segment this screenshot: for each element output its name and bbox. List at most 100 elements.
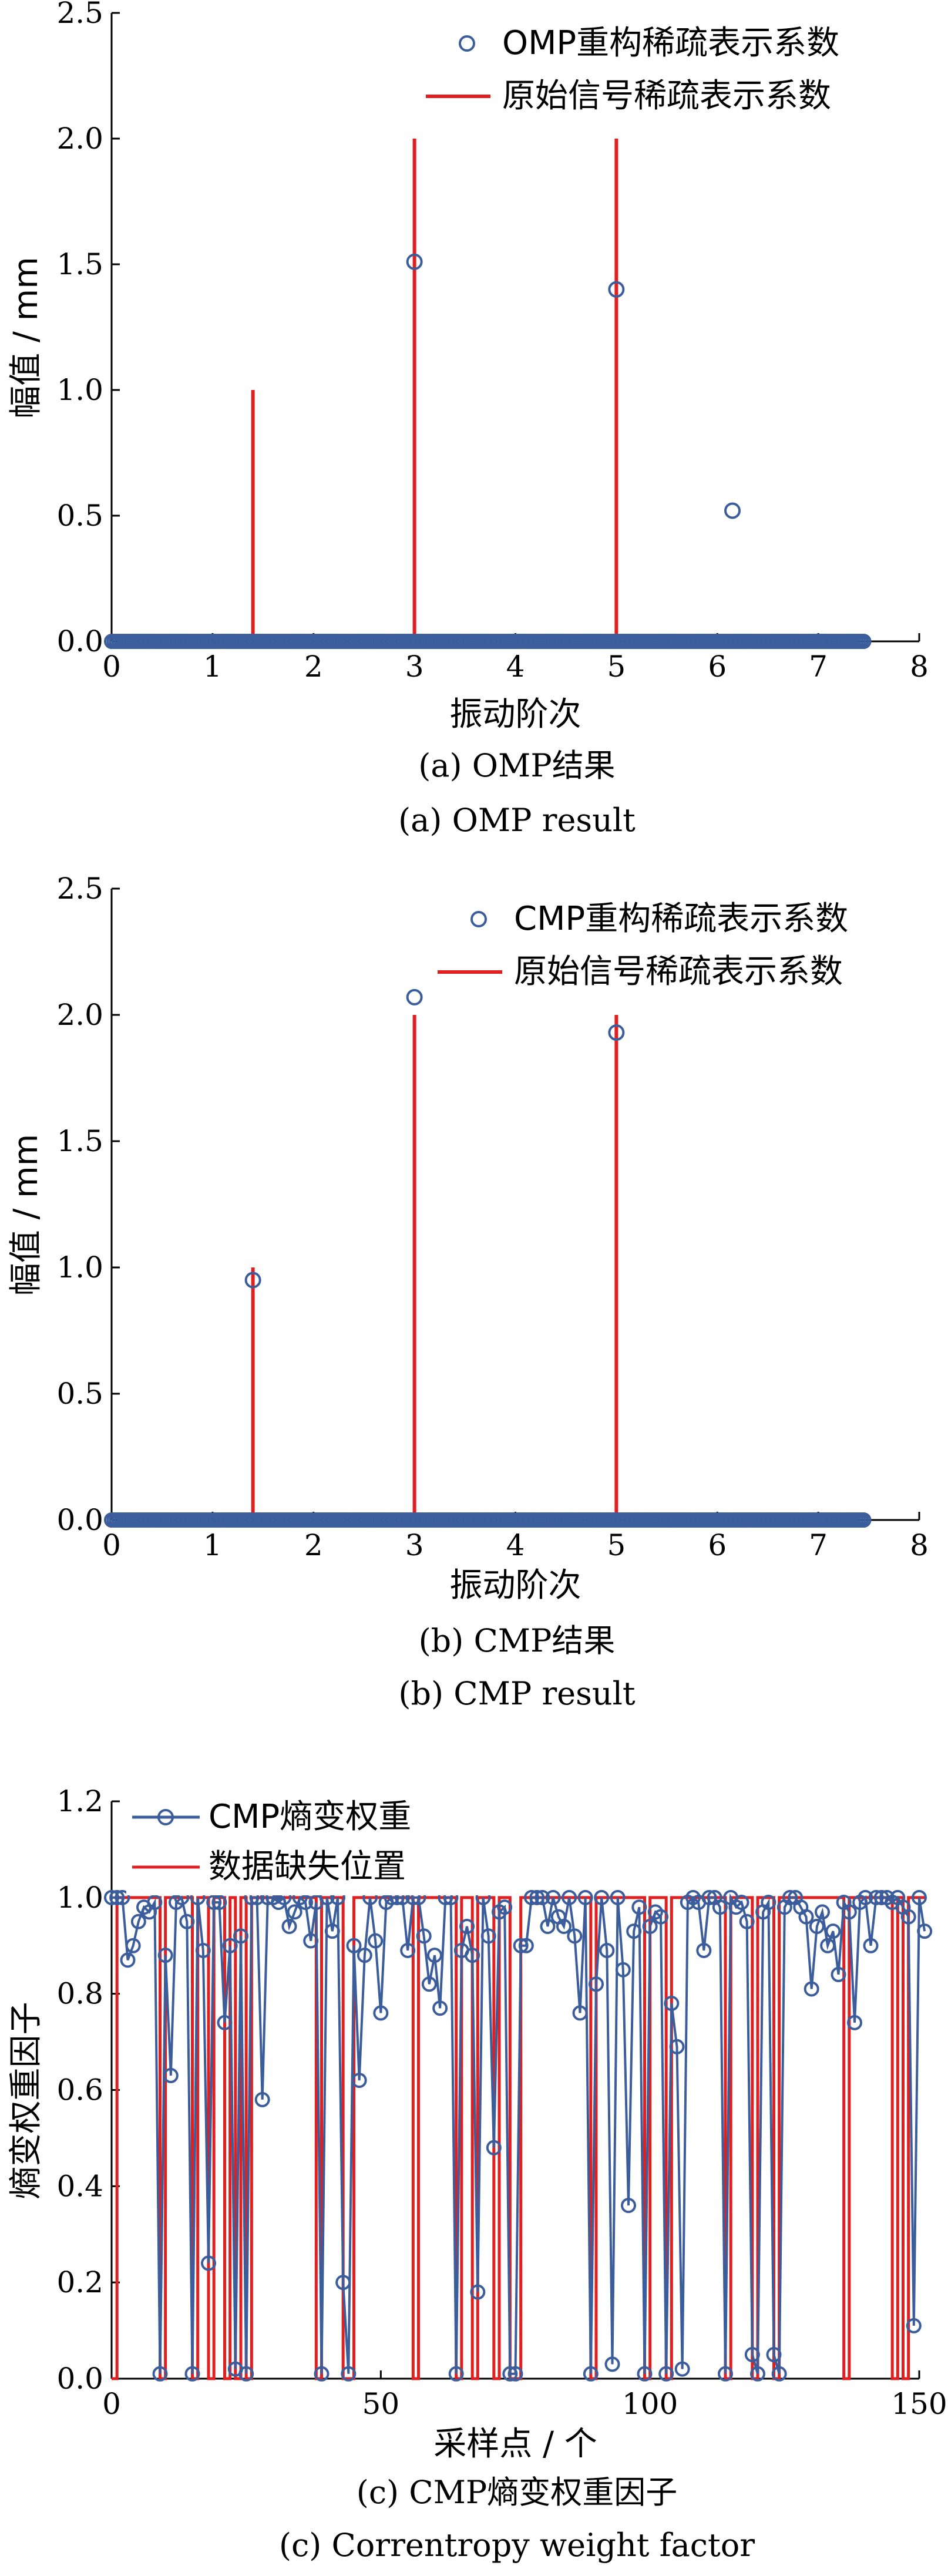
chart-a-x-tick-label: 7 bbox=[809, 650, 828, 684]
chart-c-weight-point bbox=[281, 1918, 297, 1934]
chart-b-reconstructed-point bbox=[406, 988, 423, 1005]
chart-c-y-tick-label: 0.2 bbox=[56, 2265, 103, 2299]
chart-c-legend-marker-icon bbox=[157, 1809, 174, 1825]
chart-a-x-tick-label: 1 bbox=[203, 650, 222, 684]
chart-b-x-tick-label: 5 bbox=[607, 1528, 626, 1562]
chart-c-weight-point bbox=[427, 1948, 442, 1963]
chart-a-legend-entry: 原始信号稀疏表示系数 bbox=[502, 77, 831, 115]
chart-c-weight-point bbox=[658, 2366, 674, 2382]
chart-b-y-tick-label: 0.5 bbox=[56, 1377, 103, 1411]
chart-c-weight-point bbox=[529, 1889, 545, 1905]
chart-c-weight-point bbox=[152, 2366, 168, 2382]
chart-c-caption-en: (c) Correntropy weight factor bbox=[279, 2527, 755, 2564]
chart-c-y-tick-label: 1.0 bbox=[56, 1881, 103, 1915]
chart-c-weight-point bbox=[115, 1889, 130, 1905]
chart-a-x-tick-label: 2 bbox=[304, 650, 323, 684]
chart-c-weight-point bbox=[287, 1904, 302, 1920]
chart-c-x-axis-label: 采样点 / 个 bbox=[433, 2425, 597, 2463]
chart-c-x-tick-label: 150 bbox=[891, 2387, 947, 2421]
chart-c-weight-point bbox=[804, 1981, 819, 1997]
chart-b-y-tick-label: 0.0 bbox=[56, 1503, 103, 1537]
chart-c-weight-point bbox=[589, 1976, 604, 1992]
chart-c-weight-point bbox=[858, 1889, 873, 1905]
chart-c-caption-cn: (c) CMP熵变权重因子 bbox=[357, 2474, 678, 2511]
chart-b-y-axis-label: 幅值 / mm bbox=[7, 1134, 45, 1296]
chart-c-weight-point bbox=[109, 1889, 125, 1905]
chart-a-y-tick-label: 0.0 bbox=[56, 624, 103, 658]
chart-c-weight-point bbox=[642, 1918, 658, 1934]
chart-c-weight-point bbox=[513, 1938, 529, 1953]
chart-c-weight-point bbox=[486, 2140, 502, 2155]
chart-c-weight-point bbox=[184, 2366, 200, 2382]
chart-a-x-tick-label: 6 bbox=[708, 650, 727, 684]
chart-c-weight-point bbox=[157, 1948, 173, 1963]
chart-a-y-axis-label: 幅值 / mm bbox=[7, 257, 45, 419]
chart-c-weight-point bbox=[120, 1952, 136, 1968]
chart-c-weight-point bbox=[798, 1909, 814, 1925]
chart-c-weight-point bbox=[233, 1928, 248, 1944]
chart-c-weight: 0 50 100 150 0.0 0.2 0.4 0.6 0.8 1.0 1.2 采样点 / 个 熵变权… bbox=[7, 1784, 947, 2564]
chart-c-weight-point bbox=[562, 1889, 577, 1905]
chart-c-weight-point bbox=[368, 1933, 384, 1949]
chart-c-weight-point bbox=[637, 2366, 653, 2382]
chart-c-weight-point bbox=[324, 1923, 340, 1939]
chart-c-weight-point bbox=[900, 1909, 916, 1925]
chart-c-y-tick-label: 0.6 bbox=[56, 2073, 103, 2107]
chart-c-weight-point bbox=[739, 1913, 755, 1929]
chart-c-weight-point bbox=[497, 1899, 513, 1915]
chart-c-weight-point bbox=[432, 2000, 448, 2016]
chart-c-weight-point bbox=[400, 1942, 416, 1958]
chart-c-weight-point bbox=[303, 1933, 319, 1949]
chart-c-legend-entry: CMP熵变权重 bbox=[209, 1798, 411, 1836]
chart-c-weight-point bbox=[130, 1913, 146, 1929]
chart-c-weight-point bbox=[621, 2198, 636, 2214]
chart-a-caption-cn: (a) OMP结果 bbox=[418, 747, 615, 784]
chart-c-weight-point bbox=[831, 1966, 846, 1982]
chart-b-y-tick-label: 2.0 bbox=[56, 998, 103, 1032]
chart-b-caption-cn: (b) CMP结果 bbox=[419, 1622, 616, 1659]
chart-c-weight-point bbox=[254, 2091, 270, 2107]
chart-a-legend-marker-icon bbox=[459, 35, 475, 52]
chart-c-y-tick-label: 1.2 bbox=[56, 1784, 103, 1818]
chart-c-weight-point bbox=[809, 1918, 825, 1934]
chart-a-x-tick-label: 0 bbox=[102, 650, 121, 684]
chart-c-weight-point bbox=[750, 2366, 765, 2382]
chart-c-weight-point bbox=[147, 1895, 163, 1911]
chart-c-weight-point bbox=[534, 1889, 550, 1905]
chart-c-weight-point bbox=[206, 1895, 222, 1911]
chart-a-x-tick-label: 3 bbox=[405, 650, 424, 684]
chart-b-x-tick-label: 3 bbox=[405, 1528, 424, 1562]
chart-a-legend-entry: OMP重构稀疏表示系数 bbox=[502, 24, 839, 62]
chart-c-weight-point bbox=[518, 1938, 534, 1953]
chart-c-y-axis-label: 熵变权重因子 bbox=[7, 2002, 45, 2200]
chart-c-weight-point bbox=[545, 1889, 561, 1905]
chart-c-weight-point bbox=[459, 1918, 475, 1934]
chart-c-weight-point bbox=[863, 1938, 879, 1953]
chart-c-weight-point bbox=[825, 1923, 841, 1939]
chart-b-cmp: 0 1 2 3 4 5 6 7 8 0.0 0.5 1.0 1.5 2.0 2.5 振动阶次 幅值 / mm (b… bbox=[7, 872, 929, 1712]
chart-a-x-tick-label: 5 bbox=[607, 650, 626, 684]
chart-c-weight-point bbox=[664, 1996, 680, 2012]
chart-c-weight-point bbox=[696, 1942, 712, 1958]
chart-c-weight-point bbox=[917, 1923, 933, 1939]
chart-a-caption-en: (a) OMP result bbox=[398, 802, 636, 839]
chart-b-x-tick-label: 6 bbox=[708, 1528, 727, 1562]
chart-c-weight-point bbox=[718, 2366, 733, 2382]
chart-c-weight-point bbox=[195, 1942, 211, 1958]
chart-c-y-tick-label: 0.4 bbox=[56, 2169, 103, 2203]
chart-c-y-tick-label: 0.8 bbox=[56, 1977, 103, 2011]
chart-c-weight-point bbox=[766, 2347, 782, 2363]
chart-c-weight-point bbox=[346, 1938, 362, 1953]
chart-c-weight-point bbox=[540, 1918, 556, 1934]
chart-c-weight-point bbox=[771, 2366, 787, 2382]
chart-a-x-axis-label: 振动阶次 bbox=[450, 695, 581, 734]
chart-b-legend-entry: CMP重构稀疏表示系数 bbox=[514, 900, 848, 938]
chart-a-omp: 0 1 2 3 4 5 6 7 8 0.0 0.5 1.0 1.5 2.0 2.5 振动阶次 幅值 / mm (a… bbox=[7, 0, 929, 839]
chart-c-weight-point bbox=[163, 2067, 179, 2083]
chart-c-weight-point bbox=[615, 1962, 631, 1978]
chart-c-weight-point bbox=[599, 1942, 615, 1958]
chart-c-weight-point bbox=[507, 2366, 523, 2382]
chart-c-weight-point bbox=[222, 1938, 238, 1953]
chart-c-weight-point bbox=[201, 2255, 216, 2271]
chart-c-weight-point bbox=[577, 1889, 593, 1905]
